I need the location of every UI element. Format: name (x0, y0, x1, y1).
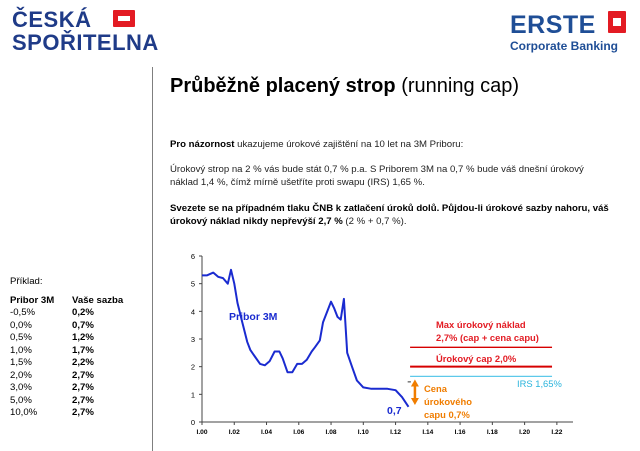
y-tick-label: 1 (191, 390, 195, 399)
example-row: -0,5% 0,2% (10, 307, 123, 320)
example-rate-value: 1,7% (72, 344, 94, 356)
erste-brand: ERSTE (510, 11, 596, 39)
example-pribor-value: 0,0% (10, 319, 32, 331)
example-row: 1,5% 2,2% (10, 357, 123, 370)
example-pribor-value: 3,0% (10, 382, 32, 393)
example-pribor-value: 10,0% (10, 407, 38, 418)
example-header-row: Pribor 3M Vaše sazba (10, 294, 123, 307)
label-max-cost-2: 2,7% (cap + cena capu) (436, 332, 539, 343)
x-tick-label: I.18 (487, 429, 498, 436)
cap-price-arrow-up-icon (410, 379, 419, 387)
y-tick-label: 4 (191, 307, 195, 316)
example-col-pribor: Pribor 3M (10, 295, 55, 306)
label-price-2: úrokového (424, 396, 472, 407)
x-tick-label: I.16 (455, 429, 466, 436)
example-pribor-value: 5,0% (10, 394, 32, 406)
example-row: 0,0% 0,7% (10, 320, 123, 333)
x-tick-label: I.04 (261, 429, 272, 436)
y-tick-label: 6 (191, 252, 195, 261)
example-rate-value: 0,2% (72, 307, 94, 318)
example-heading: Příklad: (10, 276, 43, 287)
logo-line-2: SPOŘITELNA (12, 30, 159, 55)
example-row: 3,0% 2,7% (10, 382, 123, 395)
label-price-1: Cena (424, 383, 447, 394)
example-rate-value: 2,7% (72, 369, 94, 381)
slide-title: Průběžně placený strop (running cap) (170, 75, 519, 98)
example-rate-value: 2,7% (72, 394, 94, 406)
example-row: 0,5% 1,2% (10, 332, 123, 345)
x-tick-label: I.20 (519, 429, 530, 436)
title-plain: (running cap) (401, 75, 520, 97)
title-bold: Průběžně placený strop (170, 75, 396, 97)
example-rate-value: 2,7% (72, 382, 94, 393)
example-pribor-value: 2,0% (10, 369, 32, 381)
cap-price-arrow-down-icon (410, 398, 419, 406)
label-pribor-series: Pribor 3M (229, 311, 278, 323)
erste-s-mark-icon (608, 11, 626, 33)
benefit-bold: Svezete se na případném tlaku ČNB k zatl… (170, 203, 609, 227)
example-pribor-value: 0,5% (10, 332, 32, 343)
vertical-divider (152, 67, 153, 451)
intro-bold: Pro názornost (170, 139, 235, 150)
example-rate-value: 1,2% (72, 332, 94, 343)
erste-subtitle: Corporate Banking (510, 39, 619, 53)
label-current-value: 0,7 (387, 405, 402, 417)
paragraph-benefit: Svezete se na případném tlaku ČNB k zatl… (170, 202, 610, 228)
intro-rest: ukazujeme úrokové zajištění na 10 let na… (234, 139, 464, 150)
pribor-3m-line (202, 268, 410, 408)
example-rate-value: 2,7% (72, 407, 94, 418)
paragraph-cap-cost: Úrokový strop na 2 % vás bude stát 0,7 %… (170, 164, 584, 188)
y-tick-label: 2 (191, 363, 195, 372)
example-table-body: -0,5% 0,2% 0,0% 0,7% 0,5% 1,2% 1,0% 1,7% 1,5% 2,2… (10, 307, 123, 420)
x-tick-label: I.08 (326, 429, 337, 436)
x-tick-label: I.00 (197, 429, 208, 436)
example-row: 2,0% 2,7% (10, 370, 123, 383)
y-tick-label: 0 (191, 418, 195, 427)
example-row: 5,0% 2,7% (10, 395, 123, 408)
y-tick-label: 5 (191, 280, 195, 289)
erste-logo: ERSTE Corporate Banking (510, 11, 630, 53)
x-tick-label: I.06 (293, 429, 304, 436)
example-rate-value: 2,2% (72, 357, 94, 368)
x-tick-label: I.02 (229, 429, 240, 436)
x-tick-label: I.12 (390, 429, 401, 436)
y-tick-label: 3 (191, 335, 195, 344)
x-tick-label: I.22 (551, 429, 562, 436)
benefit-rest: (2 % + 0,7 %). (342, 216, 407, 227)
chart-svg: 0 1 2 3 4 5 6 I.00 I.02 I.04 I.06 I.08 I.10 I.12 I.14 I… (191, 252, 573, 436)
label-cap: Úrokový cap 2,0% (436, 353, 517, 364)
example-row: 1,0% 1,7% (10, 345, 123, 358)
example-rate-value: 0,7% (72, 319, 94, 331)
example-col-rate: Vaše sazba (72, 295, 124, 306)
pribor-chart: 0 1 2 3 4 5 6 I.00 I.02 I.04 I.06 I.08 I.10 I.12 I.14 I… (180, 248, 580, 448)
example-pribor-value: -0,5% (10, 307, 36, 318)
x-tick-label: I.14 (422, 429, 433, 436)
label-price-3: capu 0,7% (424, 409, 470, 420)
label-max-cost-1: Max úrokový náklad (436, 319, 526, 330)
ceska-sporitelna-logo: ČESKÁ SPOŘITELNA (12, 8, 159, 54)
example-pribor-value: 1,5% (10, 357, 32, 368)
logo-line-1: ČESKÁ (12, 7, 92, 32)
label-irs: IRS 1,65% (517, 378, 562, 389)
x-tick-label: I.10 (358, 429, 369, 436)
ceska-sporitelna-s-mark-icon (113, 10, 135, 27)
example-pribor-value: 1,0% (10, 344, 32, 356)
example-row: 10,0% 2,7% (10, 407, 123, 420)
paragraph-intro: Pro názornost ukazujeme úrokové zajištěn… (170, 138, 610, 151)
example-table: Pribor 3M Vaše sazba -0,5% 0,2% 0,0% 0,7% 0,… (10, 294, 123, 420)
